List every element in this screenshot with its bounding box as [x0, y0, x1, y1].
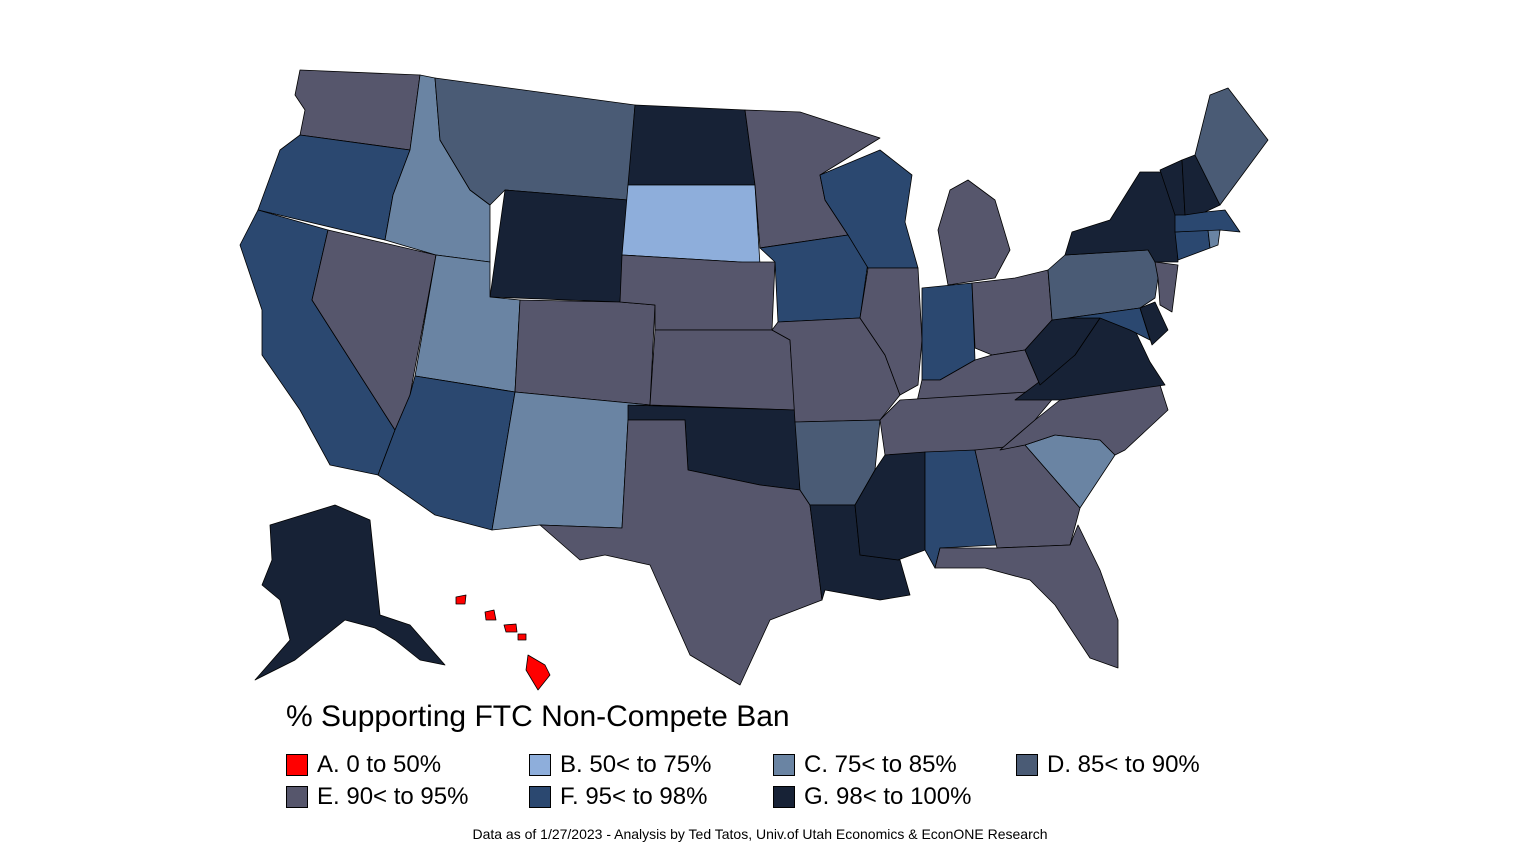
- legend-swatch-d: [1016, 754, 1038, 776]
- state-CO: [514, 299, 656, 406]
- state-NJ: [1154, 261, 1179, 313]
- state-TX: [539, 419, 823, 686]
- state-MA: [1174, 209, 1241, 233]
- state-IL: [859, 267, 923, 396]
- us-choropleth-map: [239, 69, 1269, 691]
- legend-label-f: F. 95< to 98%: [560, 783, 708, 810]
- legend-label-g: G. 98< to 100%: [804, 783, 972, 810]
- legend-swatch-b: [529, 754, 551, 776]
- state-MI: [937, 179, 1011, 286]
- legend-item-b: B. 50< to 75%: [529, 750, 711, 780]
- legend-label-a: A. 0 to 50%: [317, 751, 442, 778]
- legend-item-f: F. 95< to 98%: [529, 782, 707, 812]
- legend-title: % Supporting FTC Non-Compete Ban: [286, 700, 790, 733]
- state-DE: [1139, 301, 1169, 346]
- legend-label-c: C. 75< to 85%: [804, 751, 957, 778]
- state-ME: [1194, 87, 1269, 206]
- state-IA: [759, 234, 869, 323]
- state-KS: [649, 329, 796, 411]
- state-HI: [455, 594, 551, 691]
- state-CT: [1174, 229, 1211, 261]
- legend-item-c: C. 75< to 85%: [773, 750, 957, 780]
- legend: A. 0 to 50% B. 50< to 75% C. 75< to 85% …: [286, 750, 1246, 814]
- state-FL: [934, 524, 1119, 669]
- legend-item-g: G. 98< to 100%: [773, 782, 971, 812]
- state-AK: [254, 504, 446, 681]
- state-NC: [999, 384, 1169, 456]
- state-MD: [1067, 307, 1151, 341]
- state-RI: [1207, 229, 1221, 249]
- footnote: Data as of 1/27/2023 - Analysis by Ted T…: [472, 826, 1048, 842]
- state-WY: [489, 189, 629, 303]
- legend-swatch-a: [286, 754, 308, 776]
- legend-swatch-g: [773, 786, 795, 808]
- legend-item-a: A. 0 to 50%: [286, 750, 441, 780]
- legend-swatch-c: [773, 754, 795, 776]
- legend-swatch-f: [529, 786, 551, 808]
- state-ND: [627, 104, 756, 186]
- legend-label-d: D. 85< to 90%: [1047, 751, 1200, 778]
- state-NH: [1181, 154, 1221, 216]
- legend-item-e: E. 90< to 95%: [286, 782, 468, 812]
- state-SD: [621, 184, 761, 266]
- legend-swatch-e: [286, 786, 308, 808]
- legend-item-d: D. 85< to 90%: [1016, 750, 1200, 780]
- legend-label-b: B. 50< to 75%: [560, 751, 712, 778]
- state-NY: [1064, 171, 1179, 263]
- legend-label-e: E. 90< to 95%: [317, 783, 469, 810]
